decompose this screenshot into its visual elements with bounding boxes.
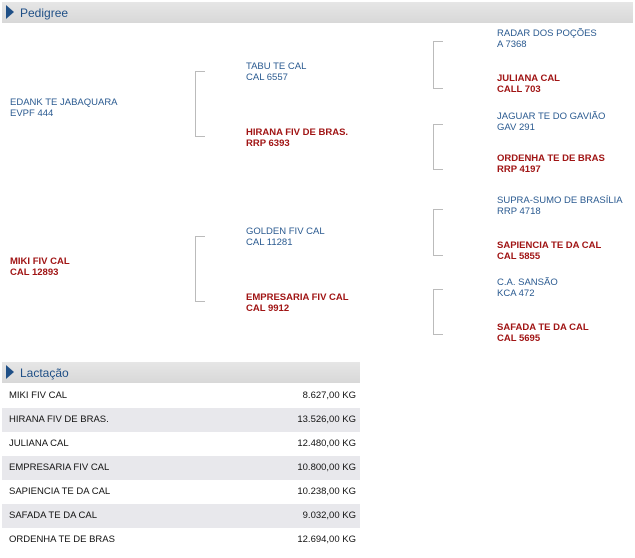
table-row: ORDENHA TE DE BRAS 12.694,00 KG — [2, 528, 360, 552]
animal-name: GOLDEN FIV CAL — [246, 226, 325, 237]
animal-name: EMPRESARIA FIV CAL — [9, 462, 110, 473]
animal-reg: RRP 4197 — [497, 164, 541, 175]
lactation-value: 13.526,00 KG — [297, 414, 356, 425]
animal: EDANK TE JABAQUARA EVPF 444 — [10, 97, 118, 119]
animal: HIRANA FIV DE BRAS. RRP 6393 — [246, 127, 348, 149]
animal-name: HIRANA FIV DE BRAS. — [246, 127, 349, 138]
animal-name: SAFADA TE DA CAL — [9, 510, 98, 521]
bracket — [433, 124, 443, 170]
animal-reg: EVPF 444 — [10, 108, 54, 119]
animal-reg: A 7368 — [497, 39, 527, 50]
animal: RADAR DOS POÇÕES A 7368 — [497, 28, 597, 50]
animal-reg: CAL 12893 — [10, 267, 59, 278]
bracket — [195, 71, 205, 137]
animal-name: EDANK TE JABAQUARA — [10, 97, 118, 108]
animal: SAFADA TE DA CAL CAL 5695 — [497, 322, 589, 344]
animal: TABU TE CAL CAL 6557 — [246, 61, 306, 83]
lactation-value: 10.800,00 KG — [297, 462, 356, 473]
lactation-value: 10.238,00 KG — [297, 486, 356, 497]
section-title: Lactação — [20, 366, 69, 380]
animal-reg: RRP 6393 — [246, 138, 290, 149]
lactation-value: 12.694,00 KG — [297, 534, 356, 545]
animal: JULIANA CAL CALL 703 — [497, 73, 560, 95]
table-row: SAPIENCIA TE DA CAL 10.238,00 KG — [2, 480, 360, 504]
animal: JAGUAR TE DO GAVIÃO GAV 291 — [497, 111, 605, 133]
lactation-value: 9.032,00 KG — [302, 510, 356, 521]
animal-reg: CAL 11281 — [246, 237, 293, 248]
animal-reg: CALL 703 — [497, 84, 541, 95]
lactation-header: Lactação — [2, 362, 360, 383]
animal-name: MIKI FIV CAL — [10, 256, 70, 267]
animal-reg: CAL 5855 — [497, 251, 541, 262]
animal: GOLDEN FIV CAL CAL 11281 — [246, 226, 325, 248]
bracket — [433, 209, 443, 256]
animal-name: JULIANA CAL — [9, 438, 69, 449]
animal-reg: GAV 291 — [497, 122, 535, 133]
animal-reg: CAL 9912 — [246, 303, 290, 314]
animal-name: ORDENHA TE DE BRAS — [497, 153, 605, 164]
bracket — [195, 236, 205, 302]
bracket — [433, 41, 443, 89]
animal-name: ORDENHA TE DE BRAS — [9, 534, 115, 545]
table-row: SAFADA TE DA CAL 9.032,00 KG — [2, 504, 360, 528]
animal-name: SAFADA TE DA CAL — [497, 322, 589, 333]
animal-name: SAPIENCIA TE DA CAL — [9, 486, 111, 497]
lactation-value: 8.627,00 KG — [302, 390, 356, 401]
lactation-value: 12.480,00 KG — [297, 438, 356, 449]
animal-name: JULIANA CAL — [497, 73, 560, 84]
table-row: MIKI FIV CAL 8.627,00 KG — [2, 384, 360, 408]
animal-name: TABU TE CAL — [246, 61, 307, 72]
animal: SAPIENCIA TE DA CAL CAL 5855 — [497, 240, 601, 262]
animal-reg: CAL 6557 — [246, 72, 288, 83]
animal-reg: RRP 4718 — [497, 206, 541, 217]
table-row: JULIANA CAL 12.480,00 KG — [2, 432, 360, 456]
animal-name: RADAR DOS POÇÕES — [497, 28, 597, 39]
animal: MIKI FIV CAL CAL 12893 — [10, 256, 70, 278]
bracket — [433, 289, 443, 335]
animal-reg: KCA 472 — [497, 288, 535, 299]
animal-name: SUPRA-SUMO DE BRASÍLIA — [497, 195, 623, 206]
animal-name: EMPRESARIA FIV CAL — [246, 292, 349, 303]
table-row: HIRANA FIV DE BRAS. 13.526,00 KG — [2, 408, 360, 432]
animal-name: MIKI FIV CAL — [9, 390, 68, 401]
animal: SUPRA-SUMO DE BRASÍLIA RRP 4718 — [497, 195, 623, 217]
pedigree-header: Pedigree — [2, 2, 633, 23]
animal: ORDENHA TE DE BRAS RRP 4197 — [497, 153, 605, 175]
animal: C.A. SANSÃO KCA 472 — [497, 277, 558, 299]
animal-name: C.A. SANSÃO — [497, 277, 558, 288]
animal-name: HIRANA FIV DE BRAS. — [9, 414, 109, 425]
animal: EMPRESARIA FIV CAL CAL 9912 — [246, 292, 349, 314]
animal-reg: CAL 5695 — [497, 333, 541, 344]
animal-name: SAPIENCIA TE DA CAL — [497, 240, 602, 251]
animal-name: JAGUAR TE DO GAVIÃO — [497, 111, 606, 122]
section-title: Pedigree — [20, 6, 69, 20]
table-row: EMPRESARIA FIV CAL 10.800,00 KG — [2, 456, 360, 480]
